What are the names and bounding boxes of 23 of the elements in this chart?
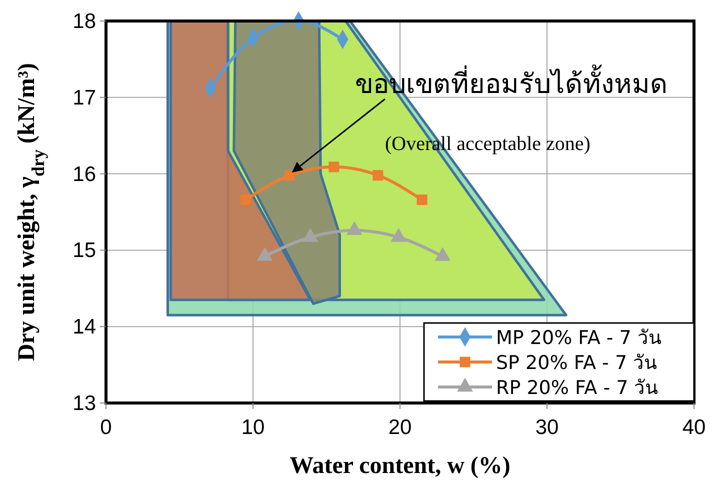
legend-label: RP 20% FA - 7 วัน <box>496 377 658 399</box>
x-tick-label: 20 <box>388 416 412 439</box>
point <box>390 228 406 242</box>
y-tick-label: 15 <box>72 239 96 262</box>
point <box>302 228 318 242</box>
y-tick-label: 16 <box>72 162 96 186</box>
y-tick-label: 18 <box>72 10 96 33</box>
x-tick-label: 10 <box>241 416 265 439</box>
x-tick-label: 0 <box>100 416 112 439</box>
y-tick-label: 17 <box>72 86 96 110</box>
y-tick-label: 14 <box>72 316 96 339</box>
point <box>372 170 384 181</box>
legend-label: MP 20% FA - 7 วัน <box>496 327 662 349</box>
y-tick-label: 13 <box>72 392 96 415</box>
point <box>346 221 362 235</box>
x-tick-label: 40 <box>682 416 706 439</box>
point <box>328 162 340 172</box>
point <box>434 247 451 261</box>
x-axis-title: Water content, w (%) <box>290 453 510 479</box>
point <box>256 247 273 261</box>
point <box>284 170 295 181</box>
x-tick-label: 30 <box>535 416 559 439</box>
legend-label: SP 20% FA - 7 วัน <box>496 352 658 374</box>
